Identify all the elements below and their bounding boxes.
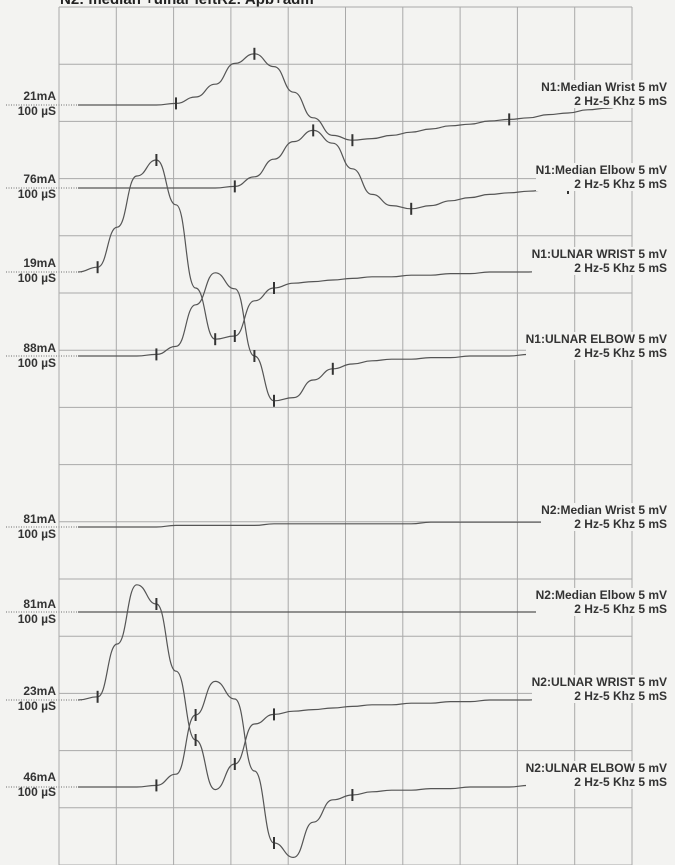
trace-label: N2:ULNAR WRIST 5 mV 2 Hz-5 Khz 5 mS (531, 675, 667, 703)
trace-filter: 2 Hz-5 Khz (574, 346, 635, 360)
trace-label: N2:Median Elbow 5 mV 2 Hz-5 Khz 5 mS (535, 588, 667, 616)
stim-intensity: 81mA (23, 597, 56, 611)
trace-sensitivity: 5 mV (638, 163, 667, 177)
trace-nerve: N2:ULNAR ELBOW (525, 761, 635, 775)
page-title: N2: median +ulnar leftR2: Apb+adm (60, 0, 314, 8)
stim-label: 19mA 100 µS (0, 256, 56, 286)
trace-nerve: N2:ULNAR WRIST (531, 675, 635, 689)
stim-intensity: 21mA (23, 89, 56, 103)
trace-label-line1: N2:ULNAR ELBOW 5 mV (526, 761, 667, 775)
trace-1 (6, 47, 667, 147)
stim-label: 81mA 100 µS (0, 512, 56, 542)
stim-label: 46mA 100 µS (0, 770, 56, 800)
stim-duration: 100 µS (17, 104, 56, 118)
trace-nerve: N2:Median Elbow (535, 588, 635, 602)
trace-sensitivity: 5 mV (638, 80, 667, 94)
stim-duration: 100 µS (17, 187, 56, 201)
trace-filter: 2 Hz-5 Khz (574, 94, 635, 108)
stim-label: 76mA 100 µS (0, 172, 56, 202)
trace-sensitivity: 5 mV (638, 503, 667, 517)
stim-duration: 100 µS (17, 271, 56, 285)
stim-intensity: 23mA (23, 684, 56, 698)
trace-nerve: N1:ULNAR ELBOW (525, 332, 635, 346)
trace-sweep: 5 mS (638, 689, 667, 703)
trace-filter: 2 Hz-5 Khz (574, 177, 635, 191)
trace-sweep: 5 mS (638, 775, 667, 789)
trace-label-line1: N2:Median Elbow 5 mV (536, 588, 667, 602)
trace-filter: 2 Hz-5 Khz (574, 689, 635, 703)
trace-label-line2: 2 Hz-5 Khz 5 mS (526, 775, 667, 789)
trace-label-line2: 2 Hz-5 Khz 5 mS (536, 177, 667, 191)
trace-sensitivity: 5 mV (638, 247, 667, 261)
trace-sweep: 5 mS (638, 261, 667, 275)
stim-intensity: 46mA (23, 770, 56, 784)
trace-label-line1: N1:ULNAR ELBOW 5 mV (526, 332, 667, 346)
trace-label-line1: N1:Median Elbow 5 mV (536, 163, 667, 177)
trace-sensitivity: 5 mV (638, 675, 667, 689)
trace-label-line2: 2 Hz-5 Khz 5 mS (541, 94, 667, 108)
trace-sweep: 5 mS (638, 94, 667, 108)
trace-label-line1: N2:Median Wrist 5 mV (541, 503, 667, 517)
stim-label: 88mA 100 µS (0, 341, 56, 371)
trace-filter: 2 Hz-5 Khz (574, 261, 635, 275)
trace-label: N2:ULNAR ELBOW 5 mV 2 Hz-5 Khz 5 mS (525, 761, 667, 789)
stim-duration: 100 µS (17, 356, 56, 370)
trace-label-line2: 2 Hz-5 Khz 5 mS (536, 602, 667, 616)
trace-label: N1:Median Elbow 5 mV 2 Hz-5 Khz 5 mS (535, 163, 667, 191)
trace-nerve: N1:Median Elbow (535, 163, 635, 177)
trace-label-line1: N2:ULNAR WRIST 5 mV (532, 675, 667, 689)
stim-intensity: 88mA (23, 341, 56, 355)
grid (58, 6, 633, 865)
stim-label: 21mA 100 µS (0, 89, 56, 119)
trace-label-line2: 2 Hz-5 Khz 5 mS (541, 517, 667, 531)
trace-sweep: 5 mS (638, 177, 667, 191)
trace-sensitivity: 5 mV (638, 761, 667, 775)
stim-duration: 100 µS (17, 785, 56, 799)
stim-duration: 100 µS (17, 699, 56, 713)
trace-sweep: 5 mS (638, 602, 667, 616)
trace-label-line2: 2 Hz-5 Khz 5 mS (532, 261, 667, 275)
trace-label-line1: N1:ULNAR WRIST 5 mV (532, 247, 667, 261)
trace-filter: 2 Hz-5 Khz (574, 602, 635, 616)
trace-filter: 2 Hz-5 Khz (574, 775, 635, 789)
trace-label: N1:Median Wrist 5 mV 2 Hz-5 Khz 5 mS (541, 80, 667, 108)
stim-duration: 100 µS (17, 527, 56, 541)
stim-duration: 100 µS (17, 612, 56, 626)
trace-label: N1:ULNAR ELBOW 5 mV 2 Hz-5 Khz 5 mS (525, 332, 667, 360)
trace-sensitivity: 5 mV (638, 332, 667, 346)
trace-sweep: 5 mS (638, 346, 667, 360)
trace-label-line2: 2 Hz-5 Khz 5 mS (532, 689, 667, 703)
stim-intensity: 19mA (23, 256, 56, 270)
stim-label: 23mA 100 µS (0, 684, 56, 714)
trace-sensitivity: 5 mV (638, 588, 667, 602)
trace-label: N2:Median Wrist 5 mV 2 Hz-5 Khz 5 mS (541, 503, 667, 531)
stim-intensity: 81mA (23, 512, 56, 526)
trace-nerve: N2:Median Wrist (541, 503, 635, 517)
stim-intensity: 76mA (23, 172, 56, 186)
trace-label: N1:ULNAR WRIST 5 mV 2 Hz-5 Khz 5 mS (531, 247, 667, 275)
trace-nerve: N1:ULNAR WRIST (531, 247, 635, 261)
stim-label: 81mA 100 µS (0, 597, 56, 627)
trace-label-line2: 2 Hz-5 Khz 5 mS (526, 346, 667, 360)
trace-nerve: N1:Median Wrist (541, 80, 635, 94)
trace-label-line1: N1:Median Wrist 5 mV (541, 80, 667, 94)
trace-filter: 2 Hz-5 Khz (574, 517, 635, 531)
trace-sweep: 5 mS (638, 517, 667, 531)
